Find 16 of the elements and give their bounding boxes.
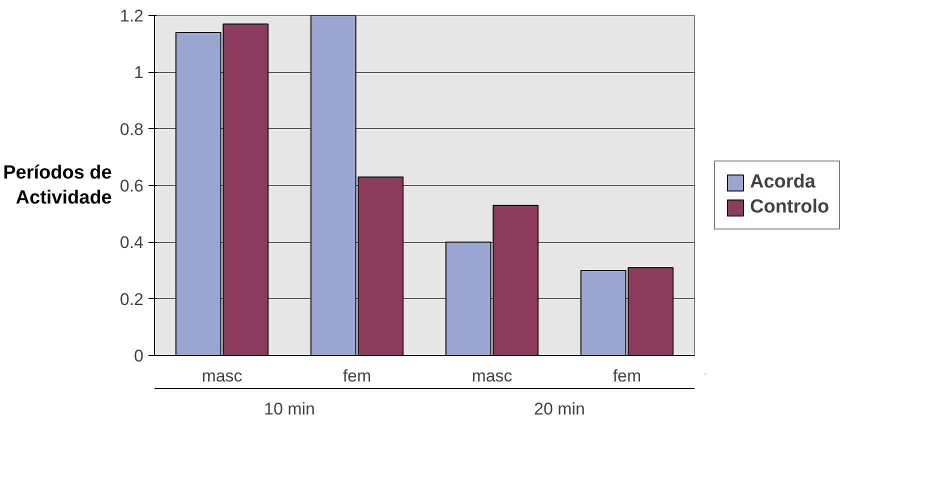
x-tick-label: fem <box>342 366 372 386</box>
legend-label: Controlo <box>750 196 830 218</box>
y-axis-title: Períodos de Actividade <box>3 162 112 209</box>
y-tick-label: 1.2 <box>120 6 144 26</box>
y-tick-label: 0.4 <box>120 233 144 252</box>
y-tick-label: 0.8 <box>120 120 144 139</box>
x-tick-label: masc <box>202 366 243 386</box>
y-tick-label: 1 <box>134 63 144 82</box>
x-tick-label: masc <box>472 366 513 386</box>
y-tick-label: 0 <box>134 346 144 366</box>
x-tick-label: fem <box>612 366 642 386</box>
y-tick-label: 0.6 <box>120 176 144 196</box>
text: 20 min <box>534 400 586 418</box>
legend-label: Acorda <box>750 171 816 193</box>
text: 10 min <box>264 400 316 418</box>
y-tick-label: 0.2 <box>120 290 144 309</box>
